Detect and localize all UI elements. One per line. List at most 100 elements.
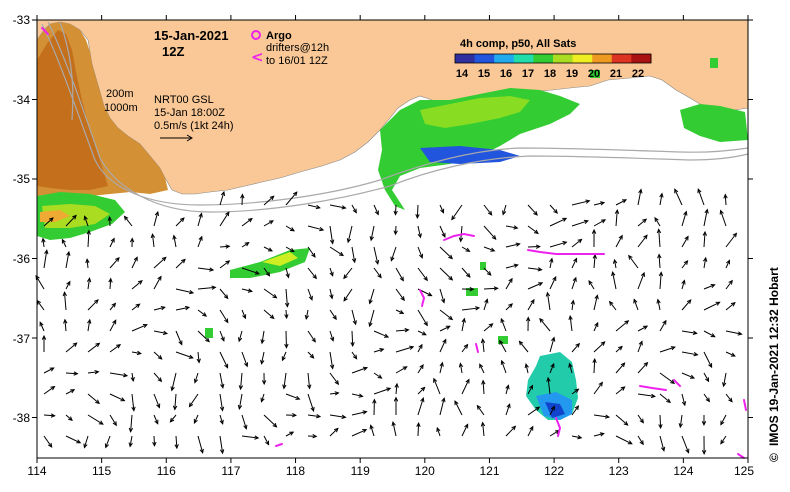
current-vector-head xyxy=(268,220,274,225)
current-vector-head xyxy=(112,319,117,325)
current-vector-head xyxy=(87,318,92,324)
current-vector-head xyxy=(618,234,623,240)
current-vector xyxy=(637,218,647,227)
current-vector xyxy=(633,299,639,311)
current-vector xyxy=(36,300,45,311)
current-vector xyxy=(395,366,408,374)
current-vector-head xyxy=(418,253,424,259)
lon-tick-label: 118 xyxy=(286,464,305,478)
current-vector xyxy=(439,398,445,416)
current-vector xyxy=(637,189,642,206)
current-vector-head xyxy=(339,251,345,257)
current-vector-head xyxy=(465,247,471,252)
current-vector-head xyxy=(393,210,398,216)
current-vector xyxy=(370,425,375,437)
current-vector xyxy=(681,372,695,379)
bathymetry-contours xyxy=(41,21,749,213)
current-vector-head xyxy=(358,393,364,398)
current-vector-head xyxy=(391,421,396,427)
current-vector-head xyxy=(448,254,454,260)
current-vector xyxy=(197,213,203,227)
current-vector-head xyxy=(658,424,663,430)
current-vector-head xyxy=(174,444,179,450)
current-vector xyxy=(615,320,629,332)
current-vector-head xyxy=(723,193,728,199)
current-vector-head xyxy=(546,376,551,382)
current-vector xyxy=(373,330,389,338)
current-vector-head xyxy=(319,226,325,232)
speed-scale-arrow xyxy=(160,134,193,142)
current-vector xyxy=(725,393,733,403)
current-vector-head xyxy=(464,423,469,429)
current-vector xyxy=(65,435,81,444)
current-vector-head xyxy=(490,247,496,252)
current-vector xyxy=(285,225,295,232)
current-vector xyxy=(307,288,313,300)
current-vector xyxy=(479,364,485,374)
current-vector xyxy=(351,351,358,359)
current-vector-head xyxy=(681,401,687,407)
current-vector-head xyxy=(493,286,499,291)
current-vector xyxy=(285,393,300,400)
current-vector-head xyxy=(525,316,531,322)
current-vector-head xyxy=(502,210,507,216)
current-vector xyxy=(197,435,204,453)
current-vector xyxy=(175,288,194,294)
lon-tick-label: 119 xyxy=(351,464,370,478)
current-vector-head xyxy=(715,301,721,306)
current-vector-head xyxy=(205,337,210,343)
current-vector-head xyxy=(550,405,555,411)
current-vector xyxy=(571,258,578,269)
current-vector-head xyxy=(128,427,134,433)
current-vector-head xyxy=(362,429,368,434)
current-vector-head xyxy=(196,358,201,364)
current-vector-head xyxy=(513,225,519,230)
color-bar-frame xyxy=(454,53,652,64)
current-vector xyxy=(527,225,539,234)
current-vector-head xyxy=(439,361,444,367)
current-vector xyxy=(43,217,54,227)
current-vector-head xyxy=(242,314,247,320)
current-vector-head xyxy=(683,210,688,216)
current-vector-head xyxy=(399,276,404,282)
current-vector xyxy=(351,246,356,263)
current-vector-head xyxy=(545,291,551,297)
current-vector xyxy=(482,339,485,353)
current-vector-head xyxy=(377,273,382,279)
current-vector-head xyxy=(272,294,278,299)
color-bar-segment xyxy=(474,54,495,63)
current-vector xyxy=(175,330,183,345)
current-vector xyxy=(83,435,89,448)
current-vector xyxy=(194,372,199,383)
current-vector-head xyxy=(486,271,492,276)
current-vector xyxy=(697,188,705,206)
current-vector xyxy=(483,323,493,332)
current-vector xyxy=(658,229,661,248)
current-vector xyxy=(681,330,697,334)
current-vector-head xyxy=(384,333,390,338)
current-vector xyxy=(703,284,715,290)
current-vector-head xyxy=(705,377,710,383)
current-vector-head xyxy=(577,238,583,244)
current-vector xyxy=(637,341,643,353)
current-vector-head xyxy=(154,419,159,425)
current-vector xyxy=(153,372,162,382)
current-vector xyxy=(482,422,485,437)
current-vector xyxy=(703,209,708,227)
current-vector-head xyxy=(333,427,339,433)
current-vector xyxy=(725,280,733,290)
current-vector-head xyxy=(513,263,519,268)
current-vector-head xyxy=(311,252,316,258)
current-vector-head xyxy=(50,385,56,391)
current-vector-head xyxy=(654,216,659,222)
current-vector xyxy=(241,288,252,292)
current-vector-head xyxy=(284,343,289,349)
current-vector-head xyxy=(285,273,290,279)
current-vector xyxy=(549,406,555,416)
current-vector-head xyxy=(614,208,620,215)
current-vector-head xyxy=(533,210,538,216)
current-vector-head xyxy=(70,389,76,394)
current-vector-head xyxy=(535,406,541,411)
current-vector xyxy=(109,257,120,269)
current-vector-head xyxy=(224,363,229,369)
